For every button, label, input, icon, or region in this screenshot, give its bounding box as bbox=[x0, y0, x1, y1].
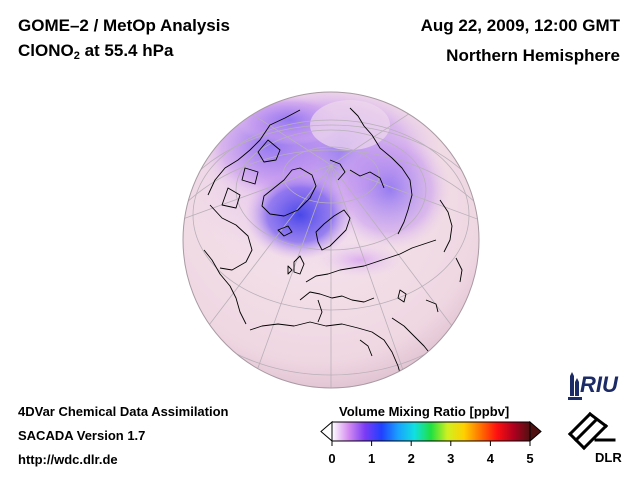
colorbar-tick-label: 3 bbox=[447, 451, 455, 466]
uk-outline bbox=[287, 255, 305, 275]
species-name: ClONO bbox=[18, 41, 74, 60]
iceland-outline bbox=[277, 225, 293, 237]
scandinavia-outline bbox=[315, 209, 351, 251]
africa-outline bbox=[249, 321, 403, 381]
colorbar-title: Volume Mixing Ratio [ppbv] bbox=[339, 404, 510, 419]
canada-arctic-outline bbox=[207, 109, 301, 209]
colorbar-tick-label: 2 bbox=[407, 451, 415, 466]
graticule bbox=[183, 99, 479, 388]
dlr-logo-icon bbox=[567, 411, 616, 451]
footer-url[interactable]: http://wdc.dlr.de bbox=[18, 452, 118, 467]
siberia-outline bbox=[371, 134, 413, 235]
greenland-outline bbox=[261, 167, 317, 217]
footer-version: SACADA Version 1.7 bbox=[18, 428, 146, 443]
hemisphere-label: Northern Hemisphere bbox=[446, 46, 620, 65]
analysis-datetime: Aug 22, 2009, 12:00 GMT bbox=[420, 16, 620, 35]
colorbar-tick-label: 1 bbox=[367, 451, 376, 466]
dlr-logo-text: DLR bbox=[595, 450, 622, 465]
pressure-level: at 55.4 hPa bbox=[79, 41, 174, 60]
species-subscript: 2 bbox=[73, 50, 80, 62]
colorbar-tick-label: 5 bbox=[526, 451, 534, 466]
coastlines bbox=[203, 107, 463, 381]
europe-outline bbox=[305, 239, 437, 283]
footer-method: 4DVar Chemical Data Assimilation bbox=[18, 404, 229, 419]
riu-logo-icon bbox=[568, 372, 582, 400]
riu-logo-text: RIU bbox=[580, 372, 618, 397]
title-line: GOME–2 / MetOp Analysis bbox=[18, 16, 230, 35]
species-level-title: ClONO2 at 55.4 hPa bbox=[18, 41, 173, 62]
colorbar-tick-label: 0 bbox=[328, 451, 336, 466]
colorbar-tick-label: 4 bbox=[486, 451, 494, 466]
